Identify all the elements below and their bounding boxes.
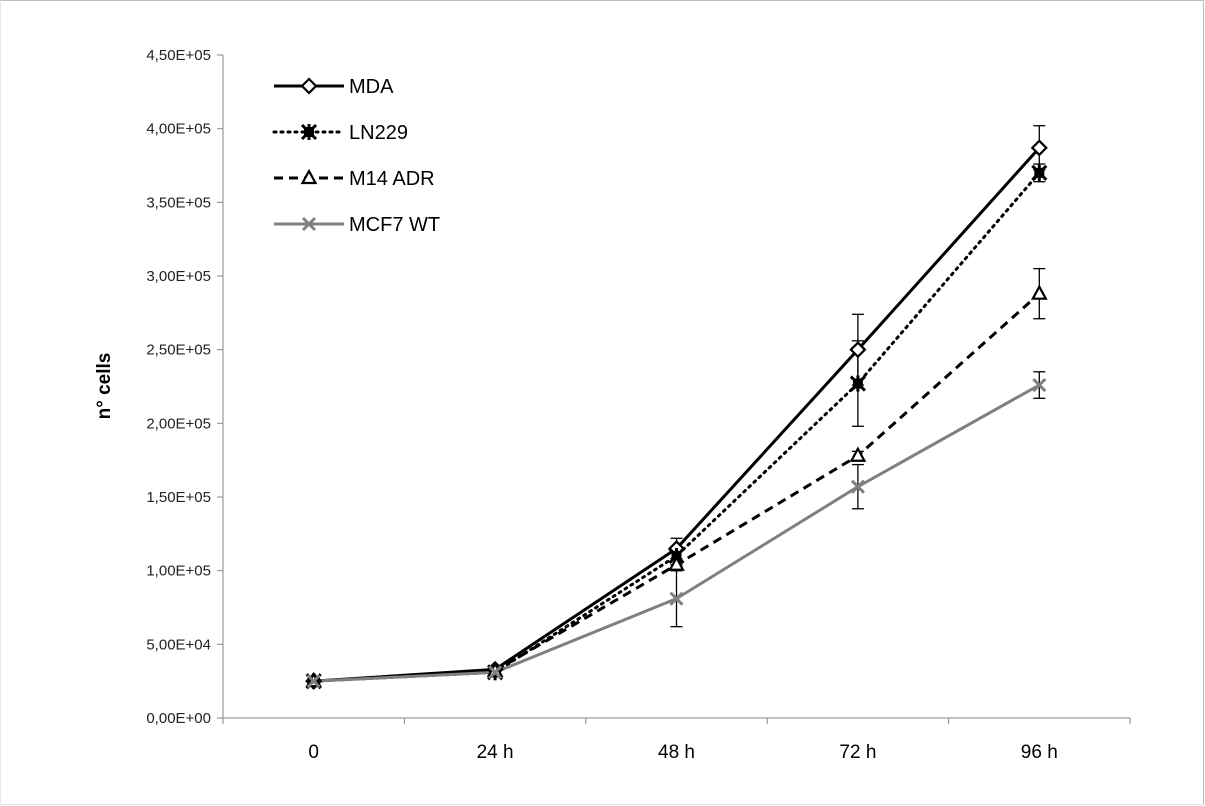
y-tick-label: 4,00E+05 <box>146 121 211 138</box>
legend-marker <box>300 77 318 95</box>
legend-label: MCF7 WT <box>349 214 440 236</box>
legend-label: M14 ADR <box>349 168 435 190</box>
y-tick-label: 1,00E+05 <box>146 563 211 580</box>
y-axis-label: n° cells <box>94 353 115 420</box>
legend-item: MCF7 WT <box>274 214 440 236</box>
data-point <box>849 341 867 359</box>
data-point <box>849 375 866 392</box>
y-tick-label: 2,00E+05 <box>146 415 211 432</box>
data-point <box>1030 139 1048 157</box>
y-tick-label: 0,00E+00 <box>146 710 211 727</box>
legend: MDA LN229 M14 ADR MCF7 WT <box>272 76 440 236</box>
legend-label: MDA <box>349 76 394 98</box>
axes <box>222 55 1130 719</box>
y-ticks: 0,00E+00 5,00E+04 1,00E+05 1,50E+05 2,00E+05… <box>146 47 223 727</box>
x-tick-label: 96 h <box>1021 742 1058 763</box>
x-tick-label: 72 h <box>839 742 876 763</box>
y-tick-label: 4,50E+05 <box>146 47 211 64</box>
data-point <box>850 479 865 494</box>
data-point <box>669 591 684 606</box>
data-point <box>849 446 867 462</box>
data-point <box>488 665 503 680</box>
data-point <box>668 555 685 571</box>
x-tick-label: 48 h <box>658 742 695 763</box>
data-point <box>1030 284 1048 300</box>
legend-label: LN229 <box>349 122 408 144</box>
x-ticks: 0 24 h 48 h 72 h 96 h <box>222 718 1131 763</box>
data-point <box>1032 377 1047 393</box>
y-tick-label: 2,50E+05 <box>146 342 211 359</box>
y-tick-label: 5,00E+04 <box>146 636 211 653</box>
y-tick-label: 3,00E+05 <box>146 268 211 285</box>
x-tick-label: 24 h <box>477 742 514 763</box>
y-tick-label: 3,50E+05 <box>146 194 211 211</box>
x-tick-label: 0 <box>308 742 319 763</box>
legend-marker <box>300 168 318 185</box>
legend-item: M14 ADR <box>274 168 435 190</box>
y-tick-label: 1,50E+05 <box>146 489 211 506</box>
legend-marker <box>301 216 317 232</box>
series-line-3 <box>313 383 1041 683</box>
legend-item: MDA <box>274 76 394 98</box>
data-point <box>306 674 321 689</box>
data-point <box>1031 164 1048 181</box>
series-markers <box>305 139 1048 690</box>
legend-item: LN229 <box>272 122 408 144</box>
legend-marker <box>300 123 318 141</box>
